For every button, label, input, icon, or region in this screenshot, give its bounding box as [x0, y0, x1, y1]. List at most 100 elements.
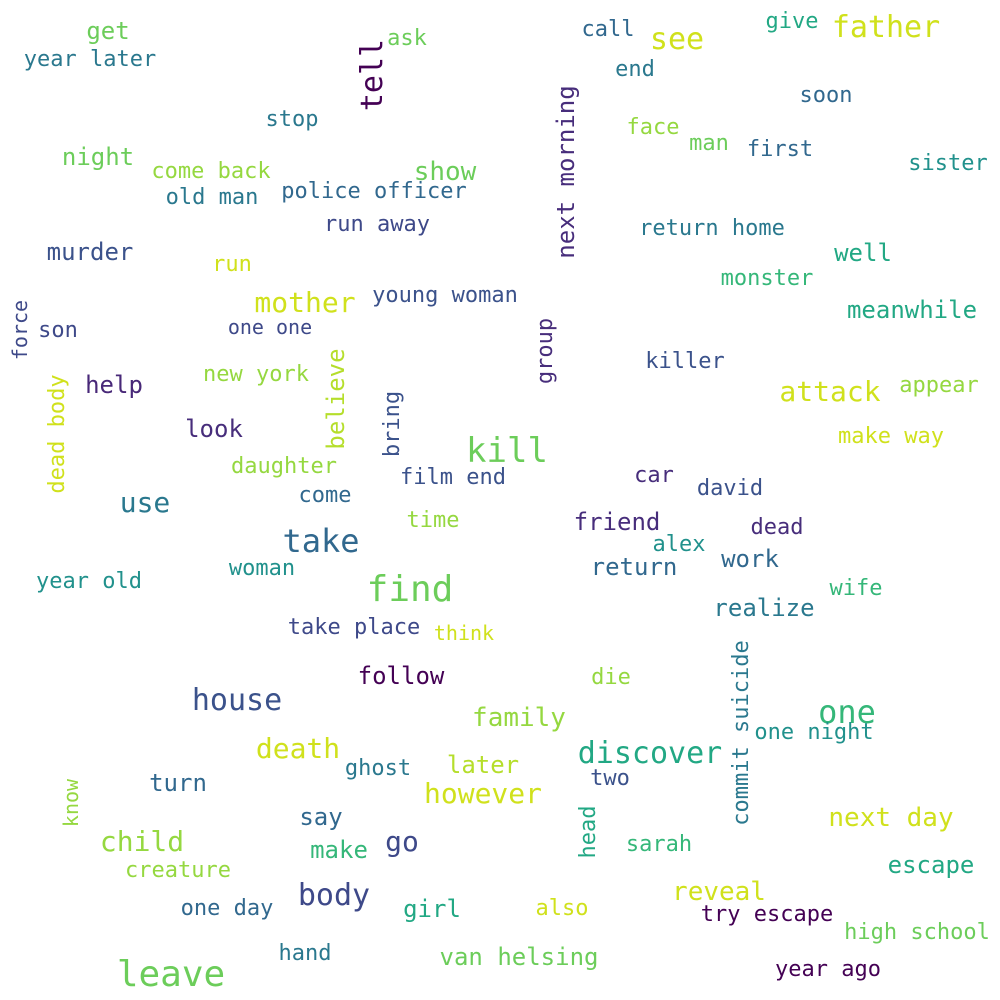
word-get: get	[86, 17, 130, 45]
word-soon: soon	[799, 83, 853, 108]
word-murder: murder	[46, 238, 134, 266]
word-however: however	[423, 777, 543, 810]
word-year-later: year later	[23, 47, 157, 72]
word-turn: turn	[149, 769, 207, 797]
word-one-one: one one	[227, 315, 313, 339]
word-tell: tell	[355, 38, 390, 112]
word-follow: follow	[357, 662, 445, 690]
word-house: house	[191, 683, 283, 718]
word-ask: ask	[387, 26, 427, 51]
word-film-end: film end	[400, 465, 506, 490]
word-father: father	[831, 10, 941, 45]
word-man: man	[689, 131, 729, 156]
word-die: die	[591, 665, 631, 690]
word-woman: woman	[228, 556, 296, 581]
word-commit-suicide: commit suicide	[729, 640, 754, 826]
word-reveal: reveal	[672, 877, 766, 907]
word-two: two	[590, 766, 630, 791]
word-return: return	[590, 553, 678, 581]
word-time: time	[406, 508, 460, 533]
word-meanwhile: meanwhile	[846, 296, 978, 324]
word-discover: discover	[577, 736, 723, 771]
word-police-officer: police officer	[281, 179, 467, 204]
word-year-ago: year ago	[775, 957, 881, 982]
word-try-escape: try escape	[700, 902, 834, 927]
word-well: well	[834, 239, 892, 267]
word-old-man: old man	[165, 185, 259, 210]
word-alex: alex	[652, 532, 706, 557]
word-ghost: ghost	[344, 756, 412, 781]
word-later: later	[446, 751, 520, 779]
word-run-away: run away	[324, 212, 430, 237]
word-find: find	[366, 569, 454, 610]
word-night: night	[61, 143, 135, 171]
word-kill: kill	[466, 431, 548, 471]
word-creature: creature	[125, 858, 231, 883]
word-daughter: daughter	[231, 454, 337, 479]
word-see: see	[649, 22, 705, 57]
word-give: give	[765, 9, 819, 34]
word-escape: escape	[887, 851, 975, 879]
word-take-place: take place	[287, 615, 421, 640]
word-dead-body: dead body	[45, 374, 70, 494]
word-help: help	[85, 371, 143, 399]
word-stop: stop	[265, 107, 319, 132]
word-girl: girl	[403, 895, 461, 923]
word-say: say	[299, 803, 343, 831]
word-bring: bring	[380, 390, 405, 458]
word-david: david	[696, 476, 764, 501]
word-return-home: return home	[639, 216, 785, 241]
word-show: show	[413, 157, 477, 187]
word-think: think	[433, 621, 495, 645]
word-appear: appear	[899, 373, 979, 398]
word-family: family	[472, 703, 566, 733]
word-call: call	[581, 17, 635, 42]
word-one-night: one night	[754, 720, 874, 745]
word-car: car	[634, 463, 674, 488]
word-one: one	[818, 693, 876, 731]
word-end: end	[615, 57, 655, 82]
word-believe: believe	[322, 348, 350, 450]
word-use: use	[119, 486, 171, 519]
word-leave: leave	[116, 954, 226, 995]
word-run: run	[212, 252, 252, 277]
word-monster: monster	[720, 266, 814, 291]
word-child: child	[99, 825, 185, 858]
word-first: first	[746, 137, 814, 162]
word-body: body	[297, 878, 371, 913]
word-next-morning: next morning	[552, 85, 580, 259]
word-look: look	[185, 415, 243, 443]
word-wife: wife	[829, 576, 883, 601]
word-come: come	[298, 483, 352, 508]
word-one-day: one day	[180, 896, 274, 921]
word-make: make	[310, 836, 368, 864]
word-high-school: high school	[844, 920, 990, 945]
word-face: face	[626, 115, 680, 140]
word-group: group	[533, 317, 558, 385]
word-go: go	[385, 825, 419, 858]
word-mother: mother	[254, 286, 356, 319]
word-take: take	[282, 522, 360, 560]
word-sister: sister	[908, 151, 988, 176]
word-van-helsing: van helsing	[439, 943, 599, 971]
word-know: know	[59, 778, 83, 828]
word-attack: attack	[779, 375, 881, 408]
word-new-york: new york	[203, 362, 309, 387]
word-come-back: come back	[151, 159, 271, 184]
word-head: head	[576, 805, 601, 859]
word-dead: dead	[750, 515, 804, 540]
word-year-old: year old	[36, 569, 142, 594]
word-work: work	[721, 545, 779, 573]
word-sarah: sarah	[625, 832, 693, 857]
word-friend: friend	[573, 508, 661, 536]
word-also: also	[535, 896, 589, 921]
word-killer: killer	[645, 349, 725, 374]
word-make-way: make way	[838, 424, 944, 449]
word-death: death	[255, 732, 341, 765]
word-force: force	[8, 299, 32, 361]
word-hand: hand	[278, 941, 332, 966]
word-son: son	[38, 318, 78, 343]
word-young-woman: young woman	[372, 283, 518, 308]
word-realize: realize	[713, 594, 815, 622]
